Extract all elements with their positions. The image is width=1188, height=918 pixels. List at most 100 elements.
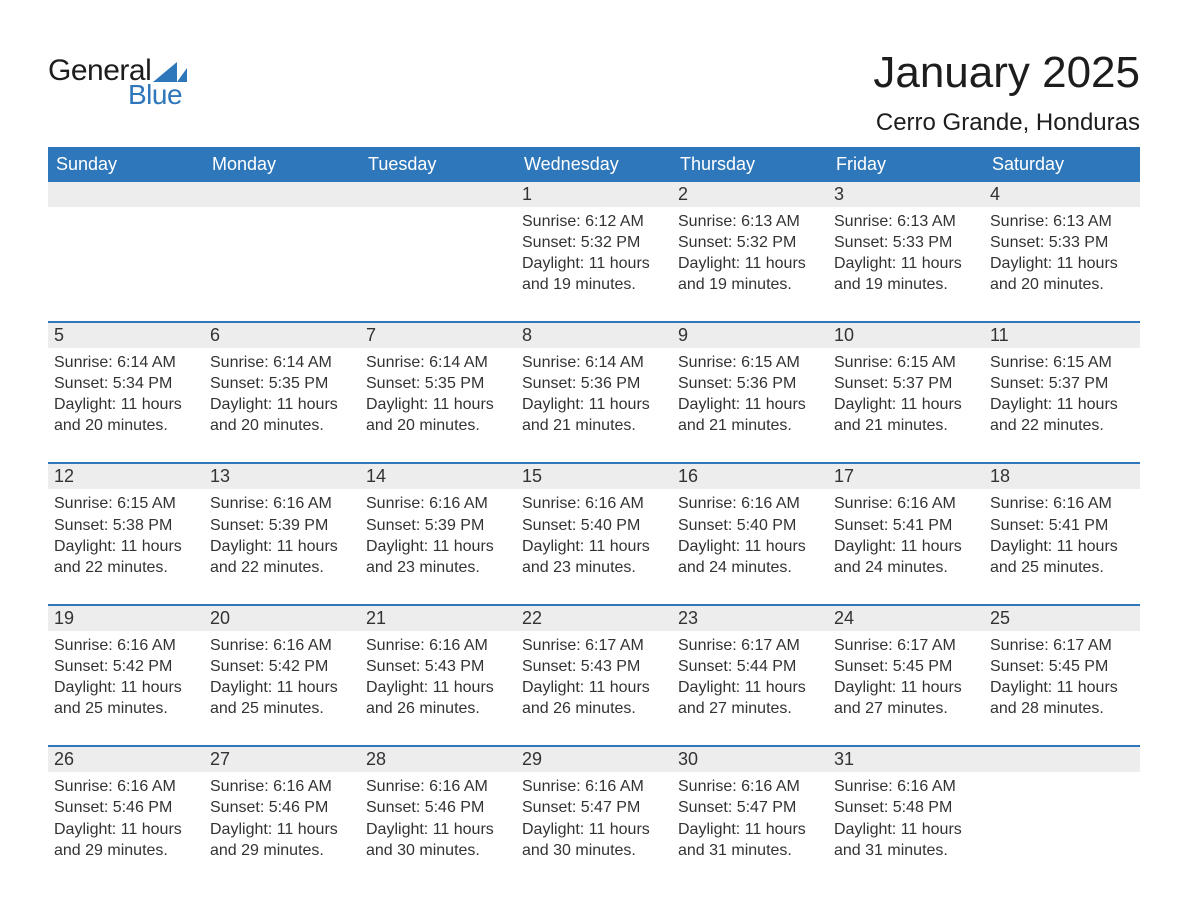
day-cell: 13Sunrise: 6:16 AMSunset: 5:39 PMDayligh…: [204, 464, 360, 589]
sunset-line: Sunset: 5:46 PM: [54, 797, 198, 818]
day-body: Sunrise: 6:17 AMSunset: 5:44 PMDaylight:…: [672, 631, 828, 719]
day-number: [984, 747, 1140, 772]
sunset-line: Sunset: 5:39 PM: [210, 515, 354, 536]
daylight-line: Daylight: 11 hours and 28 minutes.: [990, 677, 1134, 719]
day-cell: 23Sunrise: 6:17 AMSunset: 5:44 PMDayligh…: [672, 606, 828, 731]
daylight-line: Daylight: 11 hours and 22 minutes.: [54, 536, 198, 578]
sunrise-line: Sunrise: 6:16 AM: [522, 493, 666, 514]
day-cell: 31Sunrise: 6:16 AMSunset: 5:48 PMDayligh…: [828, 747, 984, 872]
daylight-line: Daylight: 11 hours and 19 minutes.: [522, 253, 666, 295]
day-cell: 26Sunrise: 6:16 AMSunset: 5:46 PMDayligh…: [48, 747, 204, 872]
daylight-line: Daylight: 11 hours and 27 minutes.: [834, 677, 978, 719]
sunrise-line: Sunrise: 6:16 AM: [834, 493, 978, 514]
sunset-line: Sunset: 5:43 PM: [366, 656, 510, 677]
day-cell: 1Sunrise: 6:12 AMSunset: 5:32 PMDaylight…: [516, 182, 672, 307]
brand-logo: General Blue: [48, 56, 187, 109]
sunrise-line: Sunrise: 6:15 AM: [678, 352, 822, 373]
brand-blue: Blue: [128, 81, 187, 109]
day-number: [360, 182, 516, 207]
sunrise-line: Sunrise: 6:15 AM: [990, 352, 1134, 373]
day-number: 16: [672, 464, 828, 489]
sunset-line: Sunset: 5:47 PM: [522, 797, 666, 818]
day-number: 13: [204, 464, 360, 489]
day-number: 23: [672, 606, 828, 631]
sunset-line: Sunset: 5:41 PM: [990, 515, 1134, 536]
daylight-line: Daylight: 11 hours and 30 minutes.: [522, 819, 666, 861]
sunrise-line: Sunrise: 6:15 AM: [834, 352, 978, 373]
day-body: Sunrise: 6:16 AMSunset: 5:41 PMDaylight:…: [984, 489, 1140, 577]
sunrise-line: Sunrise: 6:16 AM: [366, 635, 510, 656]
day-body: Sunrise: 6:15 AMSunset: 5:36 PMDaylight:…: [672, 348, 828, 436]
week-row: 5Sunrise: 6:14 AMSunset: 5:34 PMDaylight…: [48, 321, 1140, 448]
day-body: Sunrise: 6:17 AMSunset: 5:43 PMDaylight:…: [516, 631, 672, 719]
day-body: Sunrise: 6:16 AMSunset: 5:46 PMDaylight:…: [48, 772, 204, 860]
weekday-header: Saturday: [984, 147, 1140, 182]
day-cell: 30Sunrise: 6:16 AMSunset: 5:47 PMDayligh…: [672, 747, 828, 872]
sunset-line: Sunset: 5:44 PM: [678, 656, 822, 677]
sunset-line: Sunset: 5:43 PM: [522, 656, 666, 677]
day-body: Sunrise: 6:16 AMSunset: 5:40 PMDaylight:…: [672, 489, 828, 577]
daylight-line: Daylight: 11 hours and 20 minutes.: [990, 253, 1134, 295]
day-number: 22: [516, 606, 672, 631]
day-number: [204, 182, 360, 207]
daylight-line: Daylight: 11 hours and 22 minutes.: [990, 394, 1134, 436]
day-number: 18: [984, 464, 1140, 489]
month-title: January 2025: [873, 48, 1140, 99]
day-number: 24: [828, 606, 984, 631]
day-cell: [204, 182, 360, 307]
day-body: Sunrise: 6:13 AMSunset: 5:32 PMDaylight:…: [672, 207, 828, 295]
day-cell: 22Sunrise: 6:17 AMSunset: 5:43 PMDayligh…: [516, 606, 672, 731]
sunset-line: Sunset: 5:37 PM: [834, 373, 978, 394]
day-cell: 4Sunrise: 6:13 AMSunset: 5:33 PMDaylight…: [984, 182, 1140, 307]
day-cell: 19Sunrise: 6:16 AMSunset: 5:42 PMDayligh…: [48, 606, 204, 731]
day-body: Sunrise: 6:16 AMSunset: 5:46 PMDaylight:…: [360, 772, 516, 860]
day-body: Sunrise: 6:15 AMSunset: 5:37 PMDaylight:…: [984, 348, 1140, 436]
sunrise-line: Sunrise: 6:16 AM: [678, 776, 822, 797]
day-cell: 20Sunrise: 6:16 AMSunset: 5:42 PMDayligh…: [204, 606, 360, 731]
day-body: Sunrise: 6:16 AMSunset: 5:41 PMDaylight:…: [828, 489, 984, 577]
day-cell: 7Sunrise: 6:14 AMSunset: 5:35 PMDaylight…: [360, 323, 516, 448]
sunset-line: Sunset: 5:45 PM: [990, 656, 1134, 677]
daylight-line: Daylight: 11 hours and 30 minutes.: [366, 819, 510, 861]
day-number: 15: [516, 464, 672, 489]
weekday-header: Sunday: [48, 147, 204, 182]
day-body: Sunrise: 6:16 AMSunset: 5:46 PMDaylight:…: [204, 772, 360, 860]
sunset-line: Sunset: 5:45 PM: [834, 656, 978, 677]
daylight-line: Daylight: 11 hours and 20 minutes.: [54, 394, 198, 436]
day-body: Sunrise: 6:12 AMSunset: 5:32 PMDaylight:…: [516, 207, 672, 295]
sunset-line: Sunset: 5:41 PM: [834, 515, 978, 536]
weekday-header-row: SundayMondayTuesdayWednesdayThursdayFrid…: [48, 147, 1140, 182]
day-body: Sunrise: 6:13 AMSunset: 5:33 PMDaylight:…: [828, 207, 984, 295]
day-number: 29: [516, 747, 672, 772]
day-cell: 9Sunrise: 6:15 AMSunset: 5:36 PMDaylight…: [672, 323, 828, 448]
day-number: 20: [204, 606, 360, 631]
day-body: Sunrise: 6:14 AMSunset: 5:35 PMDaylight:…: [360, 348, 516, 436]
day-body: [48, 207, 204, 211]
daylight-line: Daylight: 11 hours and 26 minutes.: [522, 677, 666, 719]
day-number: 17: [828, 464, 984, 489]
sunrise-line: Sunrise: 6:14 AM: [54, 352, 198, 373]
page-header: General Blue January 2025 Cerro Grande, …: [48, 48, 1140, 137]
sunset-line: Sunset: 5:48 PM: [834, 797, 978, 818]
sunset-line: Sunset: 5:42 PM: [54, 656, 198, 677]
sunrise-line: Sunrise: 6:16 AM: [834, 776, 978, 797]
daylight-line: Daylight: 11 hours and 27 minutes.: [678, 677, 822, 719]
sunrise-line: Sunrise: 6:17 AM: [522, 635, 666, 656]
sunset-line: Sunset: 5:42 PM: [210, 656, 354, 677]
day-number: 9: [672, 323, 828, 348]
weekday-header: Thursday: [672, 147, 828, 182]
day-number: 19: [48, 606, 204, 631]
sunset-line: Sunset: 5:46 PM: [210, 797, 354, 818]
week-row: 12Sunrise: 6:15 AMSunset: 5:38 PMDayligh…: [48, 462, 1140, 589]
calendar-grid: SundayMondayTuesdayWednesdayThursdayFrid…: [48, 147, 1140, 873]
day-number: 1: [516, 182, 672, 207]
weekday-header: Friday: [828, 147, 984, 182]
day-body: Sunrise: 6:16 AMSunset: 5:47 PMDaylight:…: [672, 772, 828, 860]
day-body: Sunrise: 6:16 AMSunset: 5:39 PMDaylight:…: [360, 489, 516, 577]
day-number: 28: [360, 747, 516, 772]
daylight-line: Daylight: 11 hours and 23 minutes.: [366, 536, 510, 578]
day-cell: 11Sunrise: 6:15 AMSunset: 5:37 PMDayligh…: [984, 323, 1140, 448]
day-number: 25: [984, 606, 1140, 631]
daylight-line: Daylight: 11 hours and 25 minutes.: [54, 677, 198, 719]
day-cell: 18Sunrise: 6:16 AMSunset: 5:41 PMDayligh…: [984, 464, 1140, 589]
